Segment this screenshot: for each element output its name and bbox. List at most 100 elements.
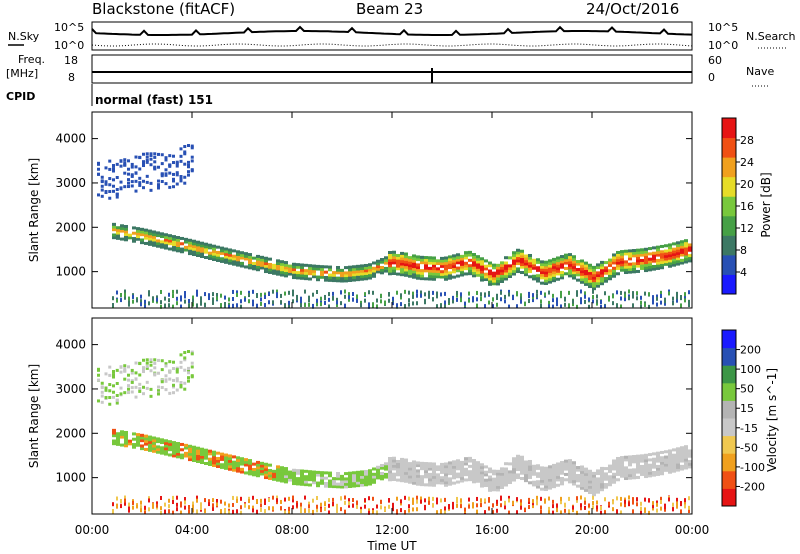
velocity-cell — [320, 471, 324, 475]
velocity-cell — [652, 452, 656, 456]
velocity-cell — [684, 504, 686, 509]
power-cell — [680, 248, 684, 252]
velocity-cell — [160, 368, 164, 372]
power-cell — [392, 261, 396, 265]
velocity-cell — [400, 476, 404, 480]
power-cell — [200, 300, 202, 305]
power-cell — [660, 260, 664, 264]
power-cell — [340, 276, 344, 280]
power-cell — [244, 254, 248, 258]
velocity-cell — [272, 506, 274, 511]
velocity-cell — [228, 510, 230, 515]
power-cell — [296, 265, 300, 269]
power-cell — [138, 181, 142, 185]
power-cell — [224, 260, 228, 264]
velocity-cell — [124, 441, 128, 445]
velocity-cell — [264, 498, 266, 503]
power-cell — [392, 253, 396, 257]
velocity-cell — [104, 388, 108, 392]
velocity-cell — [160, 440, 164, 444]
velocity-cell — [568, 461, 572, 465]
power-cell — [144, 228, 148, 232]
velocity-cell — [190, 361, 194, 365]
velocity-cell — [172, 454, 176, 458]
power-cell — [604, 279, 608, 283]
power-cell — [260, 258, 264, 262]
velocity-cell — [580, 495, 582, 500]
velocity-cell — [624, 458, 628, 462]
power-cell — [164, 172, 168, 176]
velocity-cell — [172, 443, 176, 447]
velocity-cell — [248, 459, 252, 463]
velocity-cell — [472, 474, 476, 478]
power-cell — [592, 273, 596, 277]
velocity-cell — [152, 502, 154, 507]
power-cell — [504, 256, 508, 260]
power-cell — [115, 187, 119, 191]
power-cell — [204, 292, 206, 297]
power-cell — [432, 256, 436, 260]
velocity-cell — [460, 476, 464, 480]
power-cell — [612, 258, 616, 262]
velocity-cell — [172, 446, 176, 450]
power-cell — [400, 257, 404, 261]
power-cell — [100, 180, 104, 184]
velocity-cell — [380, 464, 384, 468]
velocity-cell — [660, 472, 664, 476]
velocity-cell — [568, 464, 572, 468]
power-cell — [632, 251, 636, 255]
velocity-cell — [616, 496, 618, 501]
velocity-cell — [492, 469, 496, 473]
power-cell — [179, 147, 183, 151]
velocity-cell — [264, 470, 268, 474]
velocity-cell — [192, 504, 194, 509]
power-cell — [380, 299, 382, 304]
power-cell — [616, 290, 618, 295]
x-axis-label: Time UT — [366, 539, 417, 553]
power-cell — [556, 264, 560, 268]
power-cell — [292, 262, 296, 266]
power-cell — [148, 290, 150, 295]
velocity-cell — [680, 446, 684, 450]
velocity-cell — [680, 467, 684, 471]
power-cell — [116, 228, 120, 232]
power-cell — [248, 261, 252, 265]
velocity-cell — [636, 467, 640, 471]
velocity-cell — [524, 507, 526, 512]
velocity-cell — [596, 488, 600, 492]
power-cell — [224, 295, 226, 300]
power-cell — [492, 276, 496, 280]
velocity-cell — [492, 480, 496, 484]
power-cell — [472, 255, 476, 259]
velocity-cell — [628, 502, 630, 507]
power-cell — [157, 179, 160, 183]
velocity-cell — [424, 506, 426, 511]
power-cell — [516, 248, 520, 252]
nsearch-line — [91, 43, 693, 47]
power-cell — [142, 164, 145, 168]
velocity-cell — [524, 476, 528, 480]
power-cell — [504, 299, 506, 304]
power-cell — [123, 163, 127, 167]
velocity-cell — [196, 446, 200, 450]
velocity-cell — [628, 458, 632, 462]
power-cell — [648, 257, 652, 261]
power-cell — [460, 254, 464, 258]
power-cell — [356, 278, 360, 282]
power-cell — [320, 275, 324, 279]
velocity-cell — [116, 496, 118, 501]
power-cell — [216, 258, 220, 262]
power-cell — [196, 289, 198, 294]
velocity-cell — [628, 468, 632, 472]
power-cell — [500, 279, 504, 283]
power-cell — [183, 175, 187, 179]
velocity-cell — [384, 464, 388, 468]
power-cell — [176, 301, 178, 306]
power-cell — [640, 261, 644, 265]
velocity-cell — [656, 508, 658, 513]
power-cell — [440, 262, 444, 266]
power-cell — [168, 239, 172, 243]
power-cell — [576, 278, 580, 282]
velocity-cell — [408, 504, 410, 509]
velocity-cell — [624, 499, 626, 504]
